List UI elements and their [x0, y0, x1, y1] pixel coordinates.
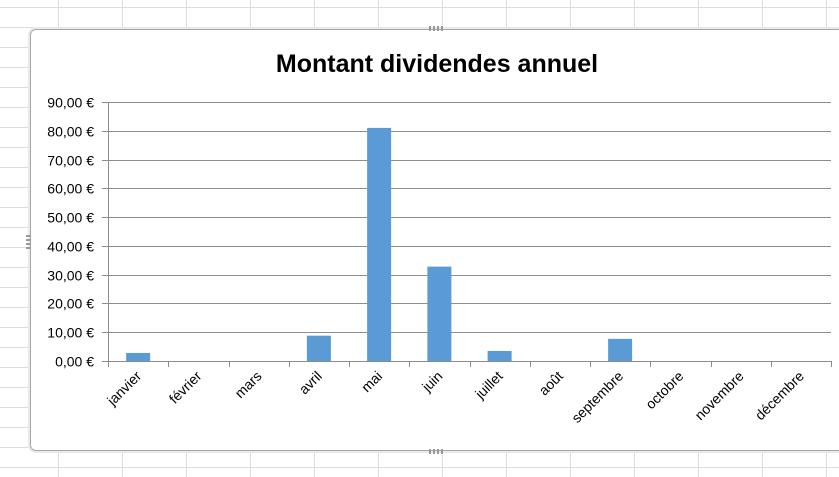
x-tick-label: juillet	[471, 368, 506, 403]
chart-plot: Montant dividendes annuel 0,00 € 10,00 € 2…	[47, 50, 832, 426]
x-tick-label: novembre	[691, 368, 746, 423]
bar-septembre	[608, 338, 633, 361]
y-tick-label: 10,00 €	[47, 325, 94, 341]
y-tick-label: 50,00 €	[47, 210, 94, 226]
bars	[126, 127, 633, 362]
resize-handle-bottom[interactable]	[429, 449, 443, 454]
x-tick-label: septembre	[568, 368, 626, 426]
chart-frame[interactable]: Montant dividendes annuel 0,00 € 10,00 € 2…	[26, 26, 839, 454]
resize-handle-left[interactable]	[26, 235, 31, 249]
y-tick-label: 0,00 €	[55, 354, 94, 370]
x-tick-label: octobre	[642, 368, 686, 412]
y-tick-label: 20,00 €	[47, 296, 94, 312]
y-tick-label: 30,00 €	[47, 268, 94, 284]
y-tick-label: 80,00 €	[47, 124, 94, 140]
bar-janvier	[126, 352, 151, 361]
y-axis-ticks: 0,00 € 10,00 € 20,00 € 30,00 € 40,00 € 50,00 …	[47, 95, 108, 370]
x-tick-label: mars	[231, 368, 264, 401]
resize-handle-top[interactable]	[429, 26, 443, 31]
y-tick-label: 40,00 €	[47, 239, 94, 255]
x-tick-label: décembre	[752, 368, 807, 423]
bar-mai	[367, 127, 392, 362]
x-tick-label: mai	[358, 368, 385, 395]
x-tick-label: juin	[418, 368, 445, 395]
x-tick-label: janvier	[103, 368, 144, 409]
axes	[108, 102, 831, 362]
bar-avril	[306, 335, 331, 361]
y-tick-label: 70,00 €	[47, 153, 94, 169]
bar-juin	[427, 266, 452, 361]
x-tick-label: février	[166, 368, 205, 407]
y-tick-label: 60,00 €	[47, 181, 94, 197]
gridlines	[108, 102, 831, 333]
x-tick-label: août	[535, 368, 566, 399]
bar-juillet	[487, 350, 512, 361]
x-tick-label: avril	[296, 368, 325, 397]
x-axis-ticks: janvier février mars avril mai juin juillet aoû…	[103, 361, 832, 426]
y-tick-label: 90,00 €	[47, 95, 94, 111]
chart-title: Montant dividendes annuel	[276, 50, 598, 78]
